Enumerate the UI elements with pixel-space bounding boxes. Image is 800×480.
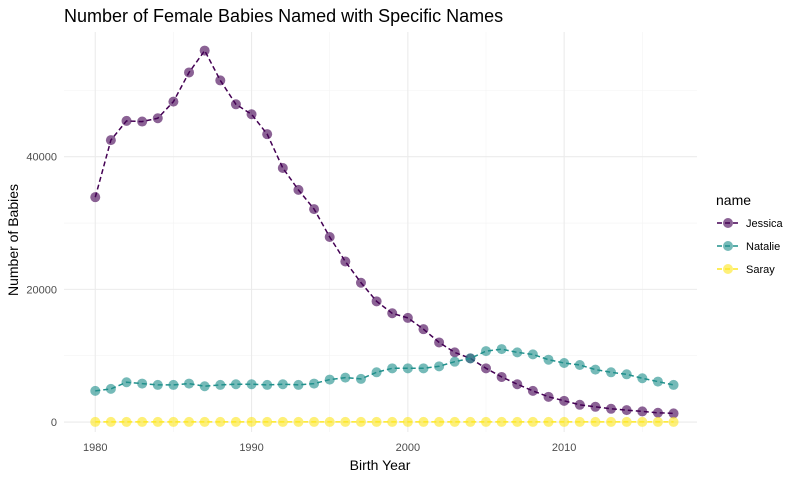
data-point	[668, 379, 679, 390]
legend: name Jessica Natalie Saray	[716, 192, 784, 276]
data-point	[277, 162, 288, 173]
data-point	[512, 379, 523, 390]
data-point	[574, 399, 585, 410]
data-point	[371, 367, 382, 378]
data-point	[105, 416, 116, 427]
data-point	[527, 349, 538, 360]
data-point	[621, 369, 632, 380]
series-layer	[90, 45, 679, 427]
x-tick-label: 1990	[239, 442, 263, 454]
legend-key-natalie	[717, 241, 739, 251]
data-point	[137, 416, 148, 427]
data-point	[590, 401, 601, 412]
data-point	[199, 45, 210, 56]
x-axis-ticks: 1980 1990 2000 2010	[83, 442, 576, 454]
data-point	[559, 395, 570, 406]
data-point	[90, 385, 101, 396]
legend-label: Natalie	[746, 241, 780, 253]
data-point	[199, 416, 210, 427]
series-jessica	[90, 45, 679, 419]
y-tick-label: 0	[51, 417, 57, 429]
x-tick-label: 2010	[552, 442, 576, 454]
data-point	[652, 376, 663, 387]
data-point	[512, 416, 523, 427]
legend-title: name	[716, 192, 751, 208]
data-point	[496, 344, 507, 355]
data-point	[434, 416, 445, 427]
legend-key-jessica	[717, 218, 739, 228]
data-point	[277, 379, 288, 390]
series-natalie	[90, 344, 679, 396]
data-point	[496, 416, 507, 427]
data-point	[246, 379, 257, 390]
data-point	[199, 381, 210, 392]
data-point	[449, 347, 460, 358]
data-point	[215, 379, 226, 390]
series-line	[94, 49, 674, 415]
data-point	[168, 379, 179, 390]
data-point	[90, 416, 101, 427]
data-point	[543, 416, 554, 427]
legend-key-saray	[717, 264, 739, 274]
y-axis-title: Number of Babies	[5, 184, 21, 296]
data-point	[512, 347, 523, 358]
data-point	[293, 379, 304, 390]
series-line	[95, 348, 674, 392]
data-point	[606, 367, 617, 378]
data-point	[184, 416, 195, 427]
data-point	[652, 407, 663, 418]
data-point	[668, 408, 679, 419]
x-tick-label: 1980	[83, 442, 107, 454]
data-point	[574, 360, 585, 371]
data-point	[590, 364, 601, 375]
data-point	[262, 379, 273, 390]
chart-title: Number of Female Babies Named with Speci…	[64, 6, 503, 26]
data-point	[230, 379, 241, 390]
data-point	[559, 358, 570, 369]
data-point	[527, 416, 538, 427]
data-point	[121, 416, 132, 427]
y-axis-ticks: 0 20000 40000	[26, 152, 57, 429]
data-point	[402, 312, 413, 323]
data-point	[449, 416, 460, 427]
series-saray	[90, 416, 679, 427]
x-tick-label: 2000	[396, 442, 420, 454]
y-tick-label: 40000	[26, 152, 57, 164]
data-point	[606, 403, 617, 414]
data-point	[543, 391, 554, 402]
data-point	[637, 373, 648, 384]
data-point	[402, 363, 413, 374]
x-axis-title: Birth Year	[350, 457, 411, 473]
legend-label: Jessica	[746, 218, 784, 230]
data-point	[152, 416, 163, 427]
data-point	[168, 416, 179, 427]
data-point	[465, 416, 476, 427]
data-point	[105, 383, 116, 394]
legend-label: Saray	[746, 264, 775, 276]
data-point	[387, 363, 398, 374]
data-point	[481, 416, 491, 427]
data-point	[543, 354, 554, 365]
data-point	[637, 406, 648, 417]
data-point	[621, 405, 632, 416]
data-point	[184, 378, 195, 389]
data-point	[527, 385, 538, 396]
y-tick-label: 20000	[26, 284, 57, 296]
data-point	[481, 346, 491, 357]
